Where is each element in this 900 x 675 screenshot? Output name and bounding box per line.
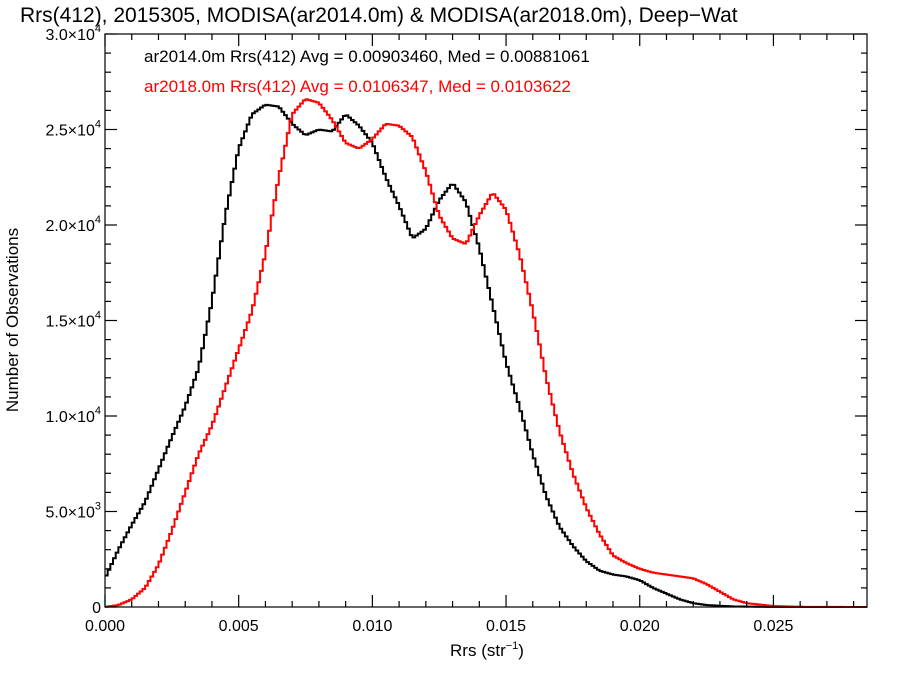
y-tick-label: 1.5×104 (45, 310, 101, 331)
y-tick-label: 0 (92, 600, 101, 617)
chart-title: Rrs(412), 2015305, MODISA(ar2014.0m) & M… (20, 4, 738, 27)
series-line-1 (105, 98, 867, 608)
x-tick-label: 0.005 (219, 618, 259, 635)
legend: ar2014.0m Rrs(412) Avg = 0.00903460, Med… (144, 47, 590, 96)
x-tick-label: 0.015 (486, 618, 526, 635)
x-axis-label-base: Rrs (str (450, 641, 506, 660)
y-tick-label: 2.0×104 (45, 214, 101, 235)
y-tick-label: 3.0×104 (45, 23, 101, 44)
series-layer (105, 98, 867, 608)
y-tick-label: 2.5×104 (45, 119, 101, 140)
y-tick-label: 5.0×103 (45, 501, 101, 522)
x-axis-label-close: ) (518, 641, 524, 660)
x-tick-label: 0.010 (352, 618, 392, 635)
ticks-layer: 0.000 0.005 0.010 0.015 0.020 0.025 0 5.0×103 1.… (45, 23, 867, 635)
y-tick-label: 1.0×104 (45, 405, 101, 426)
legend-entry-ar2018: ar2018.0m Rrs(412) Avg = 0.0106347, Med … (144, 77, 571, 96)
x-axis-label: Rrs (str−1) (450, 640, 524, 660)
legend-entry-ar2014: ar2014.0m Rrs(412) Avg = 0.00903460, Med… (144, 47, 590, 66)
x-tick-label: 0.000 (85, 618, 125, 635)
x-tick-label: 0.020 (620, 618, 660, 635)
x-axis-label-sup: −1 (506, 640, 519, 652)
y-axis-label-group: Number of Observations (3, 228, 22, 412)
series-line-0 (105, 103, 867, 608)
plot-frame (104, 33, 868, 608)
y-axis-label: Number of Observations (3, 228, 22, 412)
x-tick-label: 0.025 (753, 618, 793, 635)
